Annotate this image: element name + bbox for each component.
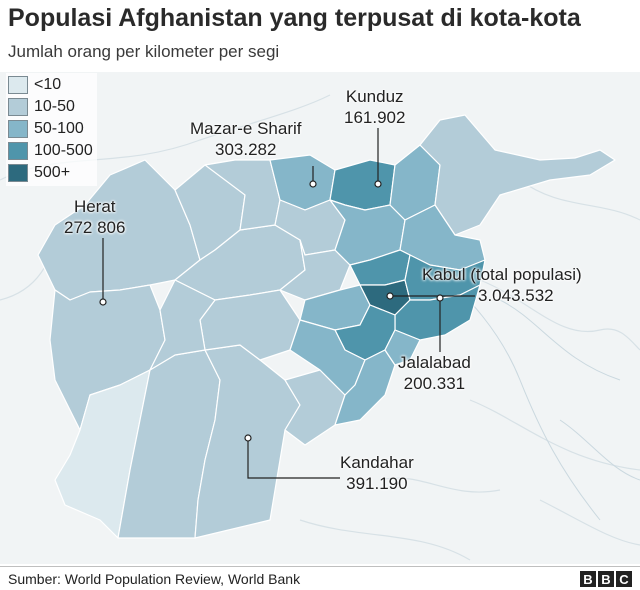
city-population: 161.902	[344, 108, 406, 127]
city-population: 272 806	[64, 218, 126, 237]
logo-letter: B	[598, 571, 614, 587]
legend-swatch-100-500	[8, 142, 28, 160]
city-dot-herat	[99, 298, 107, 306]
afghanistan-map	[0, 72, 640, 564]
city-markers	[102, 128, 475, 479]
city-name: Kabul (total populasi)	[422, 265, 582, 284]
logo-letter: C	[616, 571, 632, 587]
legend-swatch-10-50	[8, 98, 28, 116]
legend-item: 50-100	[8, 118, 93, 140]
city-dot-mazar	[309, 180, 317, 188]
province-khost	[384, 329, 421, 366]
city-name: Jalalabad	[398, 353, 471, 372]
bbc-logo: B B C	[580, 571, 632, 587]
city-population: 303.282	[215, 140, 277, 159]
city-dot-kandahar	[244, 434, 252, 442]
legend-label: 500+	[34, 164, 71, 181]
city-dot-kunduz	[374, 180, 382, 188]
legend-label: 10-50	[34, 98, 75, 115]
legend-item: 100-500	[8, 140, 93, 162]
legend-item: 500+	[8, 162, 93, 184]
legend-swatch-50-100	[8, 120, 28, 138]
city-name: Kandahar	[340, 453, 414, 472]
legend-item: <10	[8, 74, 93, 96]
city-name: Mazar-e Sharif	[190, 119, 302, 138]
city-dot-kabul	[386, 292, 394, 300]
logo-letter: B	[580, 571, 596, 587]
city-population: 3.043.532	[478, 286, 554, 305]
city-label-jalalabad: Jalalabad 200.331	[398, 352, 471, 394]
city-population: 200.331	[403, 374, 466, 393]
legend-swatch-lt10	[8, 76, 28, 94]
page-title: Populasi Afghanistan yang terpusat di ko…	[8, 4, 581, 32]
city-label-mazar: Mazar-e Sharif 303.282	[190, 118, 301, 160]
footer-divider	[0, 566, 640, 567]
city-label-kunduz: Kunduz 161.902	[344, 86, 405, 128]
city-dots	[99, 180, 444, 442]
city-population: 391.190	[346, 474, 408, 493]
city-label-herat: Herat 272 806	[64, 196, 125, 238]
legend: <10 10-50 50-100 100-500 500+	[6, 73, 97, 186]
city-label-kandahar: Kandahar 391.190	[340, 452, 414, 494]
source-note: Sumber: World Population Review, World B…	[8, 571, 301, 587]
connector-kandahar	[247, 438, 340, 479]
legend-item: 10-50	[8, 96, 93, 118]
legend-label: 100-500	[34, 142, 93, 159]
city-dot-jalalabad	[436, 294, 444, 302]
legend-swatch-500plus	[8, 164, 28, 182]
provinces	[37, 114, 616, 539]
province-daykundi	[149, 279, 216, 371]
legend-label: <10	[34, 76, 62, 93]
city-label-kabul: Kabul (total populasi) 3.043.532	[422, 264, 582, 306]
city-name: Kunduz	[345, 87, 404, 106]
city-name: Herat	[73, 197, 116, 216]
page-subtitle: Jumlah orang per kilometer per segi	[8, 42, 280, 61]
legend-label: 50-100	[34, 120, 84, 137]
